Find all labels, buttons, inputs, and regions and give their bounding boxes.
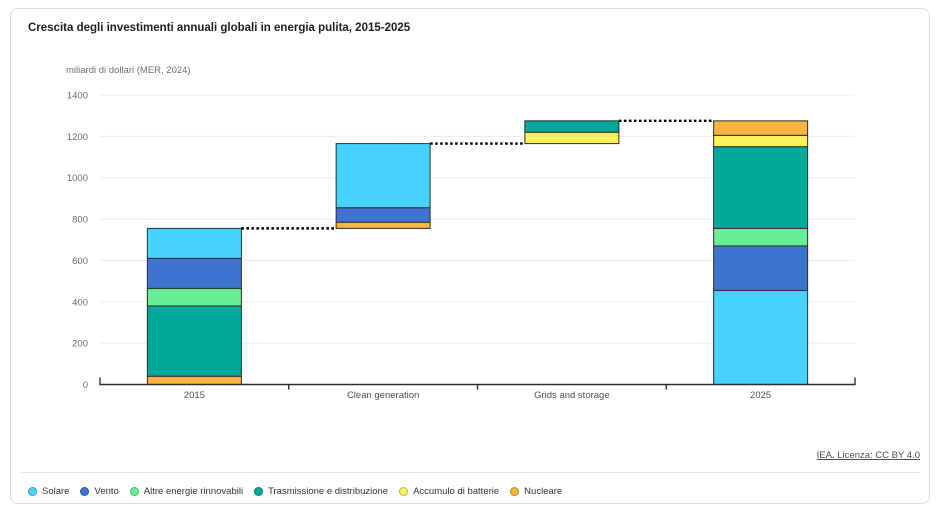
legend-label: Solare bbox=[42, 485, 70, 497]
y-tick-label: 1000 bbox=[67, 173, 88, 184]
legend-dot-vento bbox=[80, 486, 90, 496]
bar-segment-nucleare[interactable] bbox=[146, 375, 242, 386]
y-tick-label: 400 bbox=[72, 297, 88, 308]
bar-segment-vento[interactable] bbox=[146, 257, 242, 289]
bar-segment-solare[interactable] bbox=[335, 143, 431, 209]
legend-item-altre_energie_rinnovabili[interactable]: Altre energie rinnovabili bbox=[129, 485, 244, 497]
bar-segment-vento[interactable] bbox=[335, 207, 431, 223]
y-tick-label: 800 bbox=[72, 215, 88, 226]
y-tick-label: 1400 bbox=[67, 91, 88, 102]
bar-segment-trasmissione_e_distribuzione[interactable] bbox=[524, 120, 620, 133]
x-tick-label: Grids and storage bbox=[534, 390, 610, 401]
legend-label: Trasmissione e distribuzione bbox=[268, 485, 389, 497]
chart-title: Crescita degli investimenti annuali glob… bbox=[28, 22, 411, 34]
y-tick-label: 1200 bbox=[67, 132, 88, 143]
bar-segment-accumulo_di_batterie[interactable] bbox=[713, 134, 809, 148]
waterfall-chart: 0 200 400 600 800 1000 1200 1400 2015 Clean gener… bbox=[67, 91, 856, 401]
bar-segment-solare[interactable] bbox=[713, 289, 809, 386]
x-tick-label: 2015 bbox=[184, 390, 205, 401]
legend-label: Accumulo di batterie bbox=[413, 485, 500, 497]
bar-segment-trasmissione_e_distribuzione[interactable] bbox=[146, 305, 242, 377]
bar-segment-trasmissione_e_distribuzione[interactable] bbox=[713, 146, 809, 229]
bar-segment-solare[interactable] bbox=[146, 227, 242, 259]
legend-label: Nucleare bbox=[524, 485, 563, 497]
bar-segment-nucleare[interactable] bbox=[713, 120, 809, 136]
legend-divider bbox=[21, 472, 920, 473]
legend-item-solare[interactable]: Solare bbox=[28, 486, 69, 497]
legend-label: Vento bbox=[94, 485, 119, 497]
legend-dot-trasmissione_e_distribuzione bbox=[254, 486, 264, 496]
y-axis-unit-label: miliardi di dollari (MER, 2024) bbox=[66, 65, 191, 76]
legend-item-nucleare[interactable]: Nucleare bbox=[510, 486, 562, 497]
legend-dot-solare bbox=[28, 486, 37, 496]
x-tick-label: 2025 bbox=[750, 390, 771, 401]
bar-segment-accumulo_di_batterie[interactable] bbox=[524, 131, 620, 145]
bar-segment-altre_energie_rinnovabili[interactable] bbox=[713, 227, 809, 247]
y-tick-label: 0 bbox=[83, 380, 88, 391]
legend-dot-altre_energie_rinnovabili bbox=[129, 486, 139, 496]
legend-label: Altre energie rinnovabili bbox=[143, 485, 244, 497]
legend-item-vento[interactable]: Vento bbox=[80, 485, 119, 497]
x-tick-label: Clean generation bbox=[347, 390, 419, 401]
legend: Solare Vento Altre energie rinnovabili Tras… bbox=[28, 481, 562, 501]
legend-dot-nucleare bbox=[510, 486, 520, 496]
attribution-link[interactable]: IEA. Licenza: CC BY 4.0 bbox=[816, 450, 920, 461]
bar-segment-vento[interactable] bbox=[713, 245, 809, 291]
legend-item-trasmissione_e_distribuzione[interactable]: Trasmissione e distribuzione bbox=[254, 486, 388, 497]
legend-dot-accumulo_di_batterie bbox=[399, 486, 409, 496]
y-tick-label: 600 bbox=[72, 256, 88, 267]
legend-item-accumulo_di_batterie[interactable]: Accumulo di batterie bbox=[399, 486, 499, 497]
bar-segment-nucleare[interactable] bbox=[335, 221, 431, 229]
y-tick-label: 200 bbox=[72, 339, 88, 350]
bar-segment-altre_energie_rinnovabili[interactable] bbox=[146, 287, 242, 307]
x-axis bbox=[99, 377, 856, 390]
